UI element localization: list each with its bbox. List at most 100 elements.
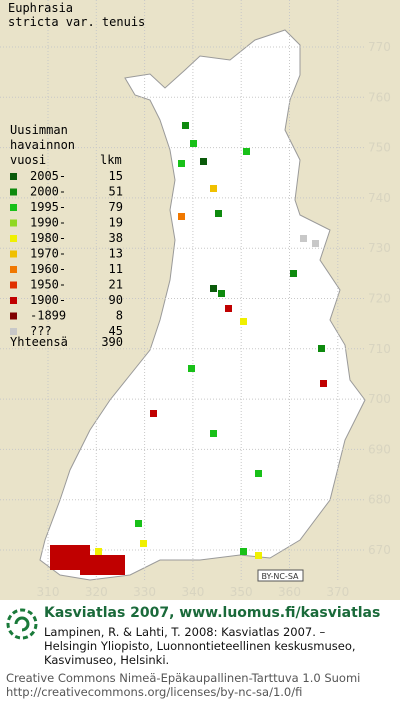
- observation-cluster: [80, 555, 125, 575]
- observation: [210, 430, 217, 437]
- observation: [210, 285, 217, 292]
- legend-count: 15: [109, 169, 123, 183]
- y-coordinate-label: 770: [368, 40, 391, 54]
- legend-heading: havainnon: [10, 138, 75, 152]
- observation: [290, 270, 297, 277]
- logo: [6, 608, 38, 640]
- finland-outline: [39, 29, 366, 581]
- legend-swatch: [10, 281, 17, 289]
- y-coordinate-label: 680: [368, 493, 391, 507]
- legend-swatch: [10, 219, 17, 227]
- title-line: stricta var. tenuis: [8, 15, 145, 29]
- legend-swatch: [10, 188, 17, 196]
- legend-total-count: 390: [101, 335, 123, 349]
- observation: [150, 410, 157, 417]
- legend-count: 21: [109, 278, 123, 292]
- observation: [200, 158, 207, 165]
- observation: [95, 548, 102, 555]
- license-line: Creative Commons Nimeä-Epäkaupallinen-Ta…: [6, 671, 360, 685]
- title-line: Euphrasia: [8, 1, 73, 15]
- legend-count: 8: [116, 309, 123, 323]
- citation-line: Lampinen, R. & Lahti, T. 2008: Kasviatla…: [44, 625, 326, 639]
- observation: [135, 520, 142, 527]
- observation: [320, 380, 327, 387]
- y-coordinate-label: 740: [368, 191, 391, 205]
- legend-swatch: [10, 173, 17, 180]
- observation: [178, 213, 185, 220]
- legend-heading: Uusimman: [10, 123, 68, 137]
- footer-heading: Kasviatlas 2007, www.luomus.fi/kasviatla…: [44, 605, 380, 621]
- y-coordinate-label: 760: [368, 90, 391, 104]
- legend-count: 19: [109, 216, 123, 230]
- observation-squares: [50, 122, 327, 575]
- observation: [210, 185, 217, 192]
- legend-count: 13: [109, 247, 123, 261]
- grid: 770 760 750 740 730 720 710 700 690 680 670 310 320 3…: [0, 0, 391, 599]
- citation-line: Kasvimuseo, Helsinki.: [44, 653, 169, 667]
- legend-count: 38: [109, 231, 123, 245]
- observation: [255, 470, 262, 477]
- legend-total-label: Yhteensä: [10, 335, 68, 349]
- legend-label: ???: [30, 324, 52, 338]
- x-coordinate-label: 360: [278, 585, 301, 599]
- observation: [190, 140, 197, 147]
- legend-count-heading: lkm: [100, 153, 122, 167]
- legend-label: 1970-: [30, 247, 66, 261]
- legend-heading: vuosi: [10, 153, 46, 167]
- y-coordinate-label: 730: [368, 241, 391, 255]
- observation: [255, 552, 262, 559]
- footer-background: [0, 600, 400, 702]
- observation: [243, 148, 250, 155]
- legend-label: 1980-: [30, 231, 66, 245]
- legend-count: 51: [109, 185, 123, 199]
- y-coordinate-label: 750: [368, 141, 391, 155]
- observation: [225, 305, 232, 312]
- x-coordinate-label: 370: [326, 585, 349, 599]
- x-coordinate-label: 320: [85, 585, 108, 599]
- legend-label: 1900-: [30, 293, 66, 307]
- x-coordinate-label: 350: [230, 585, 253, 599]
- observation: [218, 290, 225, 297]
- legend-label: 2005-: [30, 169, 66, 183]
- license-badge: [257, 569, 304, 582]
- legend: 2005- 15 2000- 51 1995- 79 1990- 19 1980- 38 1970-…: [10, 169, 123, 338]
- x-coordinate-label: 340: [181, 585, 204, 599]
- legend-label: 1950-: [30, 278, 66, 292]
- y-coordinate-label: 670: [368, 543, 391, 557]
- y-coordinate-label: 700: [368, 392, 391, 406]
- license-line: http://creativecommons.org/licenses/by-n…: [6, 685, 302, 699]
- legend-label: 2000-: [30, 185, 66, 199]
- y-coordinate-label: 710: [368, 342, 391, 356]
- observation: [140, 540, 147, 547]
- observation: [215, 210, 222, 217]
- legend-label: 1990-: [30, 216, 66, 230]
- legend-swatch: [10, 328, 17, 335]
- observation: [240, 548, 247, 555]
- legend-count: 90: [109, 293, 123, 307]
- observation: [318, 345, 325, 352]
- observation: [300, 235, 307, 242]
- legend-swatch: [10, 250, 17, 258]
- legend-label: 1995-: [30, 200, 66, 214]
- observation: [240, 318, 247, 325]
- y-coordinate-label: 690: [368, 442, 391, 456]
- x-coordinate-label: 330: [133, 585, 156, 599]
- license-badge-text: BY-NC-SA: [261, 572, 299, 581]
- x-coordinate-label: 310: [37, 585, 60, 599]
- legend-count: 11: [109, 262, 123, 276]
- observation: [188, 365, 195, 372]
- observation: [182, 122, 189, 129]
- y-coordinate-label: 720: [368, 292, 391, 306]
- legend-swatch: [10, 235, 17, 242]
- legend-swatch: [10, 266, 17, 273]
- legend-label: -1899: [30, 309, 66, 323]
- legend-count: 45: [109, 324, 123, 338]
- legend-swatch: [10, 297, 17, 304]
- observation: [178, 160, 185, 167]
- legend-swatch: [10, 204, 17, 211]
- citation-line: Helsingin Yliopisto, Luonnontieteellinen…: [44, 639, 356, 653]
- legend-count: 79: [109, 200, 123, 214]
- legend-swatch: [10, 312, 17, 320]
- observation: [312, 240, 319, 247]
